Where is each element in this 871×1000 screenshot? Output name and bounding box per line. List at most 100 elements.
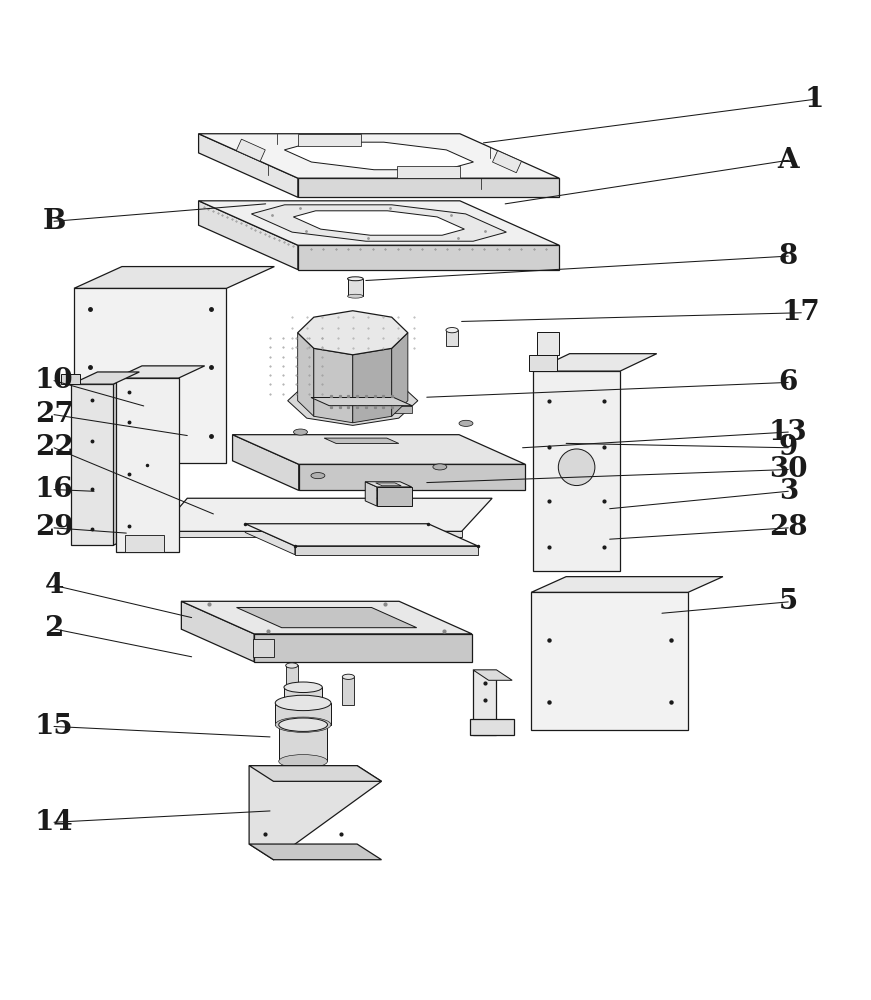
Polygon shape xyxy=(249,766,381,781)
Polygon shape xyxy=(254,634,472,662)
Polygon shape xyxy=(249,844,381,860)
Polygon shape xyxy=(533,354,657,371)
Polygon shape xyxy=(181,601,472,634)
Polygon shape xyxy=(531,577,723,592)
Polygon shape xyxy=(365,482,412,487)
Polygon shape xyxy=(71,372,139,384)
Polygon shape xyxy=(470,719,514,735)
Ellipse shape xyxy=(459,420,473,426)
Text: 4: 4 xyxy=(44,572,64,599)
Text: 6: 6 xyxy=(779,369,798,396)
Text: 10: 10 xyxy=(35,367,73,394)
Polygon shape xyxy=(199,134,298,197)
Text: 9: 9 xyxy=(779,434,798,461)
Ellipse shape xyxy=(348,277,363,281)
Ellipse shape xyxy=(348,294,363,298)
Polygon shape xyxy=(61,374,80,384)
Text: 14: 14 xyxy=(35,809,73,836)
Text: 13: 13 xyxy=(769,419,807,446)
Polygon shape xyxy=(329,406,412,413)
Text: 22: 22 xyxy=(35,434,73,461)
Polygon shape xyxy=(353,348,392,423)
Ellipse shape xyxy=(279,755,327,768)
Polygon shape xyxy=(74,267,274,288)
Text: 15: 15 xyxy=(35,713,73,740)
Ellipse shape xyxy=(433,464,447,470)
Polygon shape xyxy=(246,524,477,546)
Text: 29: 29 xyxy=(35,514,73,541)
Ellipse shape xyxy=(446,328,458,333)
Polygon shape xyxy=(298,333,314,416)
Polygon shape xyxy=(397,166,460,178)
Polygon shape xyxy=(236,139,266,161)
Text: 28: 28 xyxy=(769,514,807,541)
Polygon shape xyxy=(314,348,353,423)
Polygon shape xyxy=(181,601,399,629)
Text: 17: 17 xyxy=(782,299,820,326)
Text: 1: 1 xyxy=(805,86,824,113)
Ellipse shape xyxy=(284,682,322,693)
Bar xyxy=(284,687,322,703)
Bar xyxy=(342,677,354,705)
Ellipse shape xyxy=(286,663,298,668)
Bar xyxy=(446,330,458,346)
Polygon shape xyxy=(298,311,408,355)
Polygon shape xyxy=(294,546,477,555)
Polygon shape xyxy=(159,531,462,537)
Polygon shape xyxy=(375,483,402,486)
Polygon shape xyxy=(181,601,254,662)
Ellipse shape xyxy=(558,449,595,486)
Polygon shape xyxy=(298,245,559,270)
Polygon shape xyxy=(392,333,408,416)
Bar xyxy=(286,665,298,693)
Text: 16: 16 xyxy=(35,476,73,503)
Polygon shape xyxy=(473,670,496,735)
Polygon shape xyxy=(199,134,559,178)
Polygon shape xyxy=(298,178,559,197)
Ellipse shape xyxy=(275,717,331,732)
Polygon shape xyxy=(299,464,525,490)
Polygon shape xyxy=(71,384,113,545)
Polygon shape xyxy=(199,201,298,270)
Polygon shape xyxy=(284,142,474,170)
Text: 2: 2 xyxy=(44,615,64,642)
Polygon shape xyxy=(324,438,399,443)
Polygon shape xyxy=(159,498,492,531)
Polygon shape xyxy=(529,355,557,371)
Polygon shape xyxy=(252,205,506,241)
Polygon shape xyxy=(116,378,179,552)
Text: 27: 27 xyxy=(35,401,73,428)
Ellipse shape xyxy=(275,695,331,711)
Ellipse shape xyxy=(284,698,322,708)
Polygon shape xyxy=(537,332,559,355)
Bar xyxy=(279,725,327,761)
Text: 3: 3 xyxy=(779,478,798,505)
Polygon shape xyxy=(298,134,361,146)
Text: 30: 30 xyxy=(769,456,807,483)
Polygon shape xyxy=(249,766,381,860)
Polygon shape xyxy=(233,435,299,490)
Ellipse shape xyxy=(279,718,327,731)
Text: 5: 5 xyxy=(779,588,798,615)
Ellipse shape xyxy=(294,429,307,435)
Polygon shape xyxy=(287,376,418,425)
Polygon shape xyxy=(116,366,205,378)
Text: B: B xyxy=(43,208,65,235)
Polygon shape xyxy=(199,134,460,153)
Polygon shape xyxy=(233,435,525,464)
Polygon shape xyxy=(253,639,274,657)
Bar xyxy=(275,703,331,725)
Polygon shape xyxy=(311,398,412,406)
Polygon shape xyxy=(531,592,688,730)
Polygon shape xyxy=(246,524,294,555)
Polygon shape xyxy=(199,201,559,245)
Polygon shape xyxy=(74,288,226,463)
Polygon shape xyxy=(473,670,512,680)
Polygon shape xyxy=(125,535,164,552)
Ellipse shape xyxy=(311,473,325,479)
Bar xyxy=(348,279,363,296)
Text: A: A xyxy=(778,147,799,174)
Polygon shape xyxy=(311,398,329,413)
Polygon shape xyxy=(237,607,416,628)
Polygon shape xyxy=(365,482,377,506)
